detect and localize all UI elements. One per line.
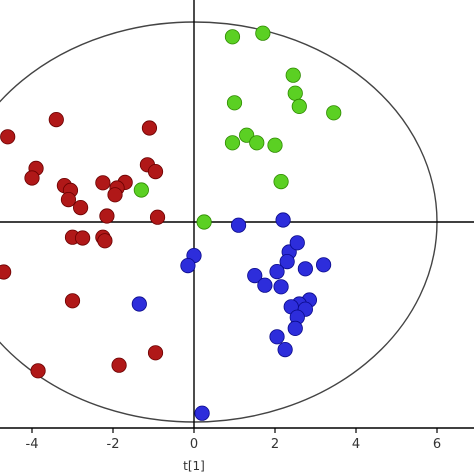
data-point-series-3: [297, 261, 313, 277]
data-point-series-2: [224, 135, 241, 151]
x-axis-title: t[1]: [183, 459, 205, 473]
data-point-series-1: [0, 264, 12, 280]
data-point-series-1: [141, 120, 158, 136]
data-point-series-3: [131, 296, 147, 312]
data-point-series-1: [60, 192, 77, 208]
data-point-series-2: [133, 182, 149, 198]
data-point-series-3: [275, 212, 291, 228]
data-point-series-1: [147, 345, 164, 361]
data-point-series-3: [269, 329, 285, 345]
x-axis-ticks: -4 -2 0 2 4 6: [26, 428, 441, 452]
x-tick-label: 6: [433, 437, 441, 452]
data-point-series-2: [226, 95, 243, 111]
data-point-series-1: [147, 164, 164, 180]
data-point-series-3: [230, 217, 247, 233]
data-point-series-1: [64, 293, 81, 309]
data-point-series-3: [315, 257, 332, 273]
data-point-series-3: [287, 320, 303, 336]
data-point-series-2: [196, 214, 212, 230]
data-point-series-2: [287, 85, 303, 101]
data-point-series-1: [73, 200, 89, 216]
data-point-series-1: [99, 208, 115, 224]
data-point-series-2: [255, 25, 271, 41]
data-point-series-3: [279, 254, 295, 270]
x-tick-label: -2: [107, 437, 120, 452]
x-tick-label: 0: [190, 437, 198, 452]
data-point-series-3: [257, 277, 273, 293]
data-points: [0, 25, 342, 421]
x-tick-label: 2: [271, 437, 279, 452]
data-point-series-3: [273, 279, 289, 295]
data-point-series-3: [269, 263, 285, 280]
data-point-series-3: [180, 257, 196, 274]
data-point-series-2: [291, 98, 307, 115]
data-point-series-1: [107, 187, 123, 203]
data-point-series-1: [30, 363, 46, 379]
data-point-series-2: [239, 127, 255, 143]
data-point-series-1: [24, 170, 40, 186]
data-point-series-1: [97, 233, 113, 249]
data-point-series-2: [273, 174, 289, 190]
data-point-series-1: [149, 209, 166, 225]
x-tick-label: -4: [26, 437, 39, 452]
data-point-series-2: [285, 67, 301, 83]
data-point-series-3: [277, 341, 293, 358]
data-point-series-3: [289, 235, 305, 251]
data-point-series-1: [75, 230, 91, 246]
data-point-series-3: [247, 267, 263, 284]
data-point-series-2: [249, 135, 265, 151]
data-point-series-1: [48, 112, 64, 128]
data-point-series-3: [194, 405, 210, 421]
data-point-series-2: [224, 29, 241, 45]
data-point-series-2: [326, 105, 342, 121]
data-point-series-1: [95, 175, 111, 191]
data-point-series-2: [267, 137, 283, 153]
x-tick-label: 4: [352, 437, 360, 452]
data-point-series-1: [111, 357, 127, 373]
data-point-series-1: [0, 129, 16, 145]
